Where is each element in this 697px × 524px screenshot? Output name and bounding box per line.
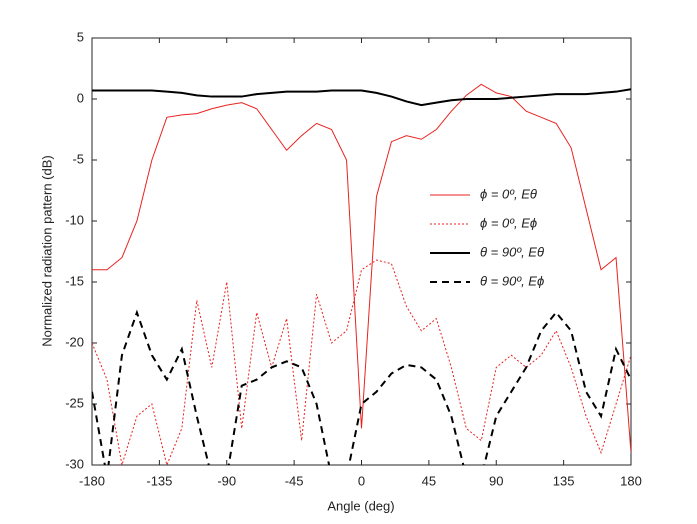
x-tick-label: 0 <box>358 473 365 488</box>
x-axis-label: Angle (deg) <box>327 498 394 513</box>
x-tick-label: 135 <box>553 473 575 488</box>
x-tick-label: -135 <box>146 473 172 488</box>
legend-label: ϕ = 0º, Eθ <box>480 186 537 201</box>
y-tick-label: 5 <box>77 29 84 44</box>
y-tick-label: -15 <box>65 273 84 288</box>
y-tick-label: -5 <box>72 151 84 166</box>
y-tick-label: -25 <box>65 395 84 410</box>
x-tick-label: -90 <box>217 473 236 488</box>
y-tick-label: -20 <box>65 334 84 349</box>
series-line <box>92 309 631 465</box>
y-tick-label: -10 <box>65 212 84 227</box>
x-tick-label: 90 <box>489 473 503 488</box>
y-tick-label: -30 <box>65 456 84 471</box>
y-axis-label: Normalized radiation pattern (dB) <box>39 155 54 346</box>
x-tick-label: -45 <box>285 473 304 488</box>
legend-label: θ = 90º, Eϕ <box>480 273 544 288</box>
plot-lines <box>92 83 631 465</box>
x-tick-label: 45 <box>422 473 436 488</box>
x-tick-label: -180 <box>79 473 105 488</box>
legend-label: θ = 90º, Eθ <box>480 244 544 259</box>
x-tick-label: 180 <box>620 473 642 488</box>
y-tick-label: 0 <box>77 90 84 105</box>
series-line <box>92 83 631 453</box>
plot-area <box>91 37 632 466</box>
legend-label: ϕ = 0º, Eϕ <box>480 215 537 230</box>
series-line <box>92 88 631 107</box>
